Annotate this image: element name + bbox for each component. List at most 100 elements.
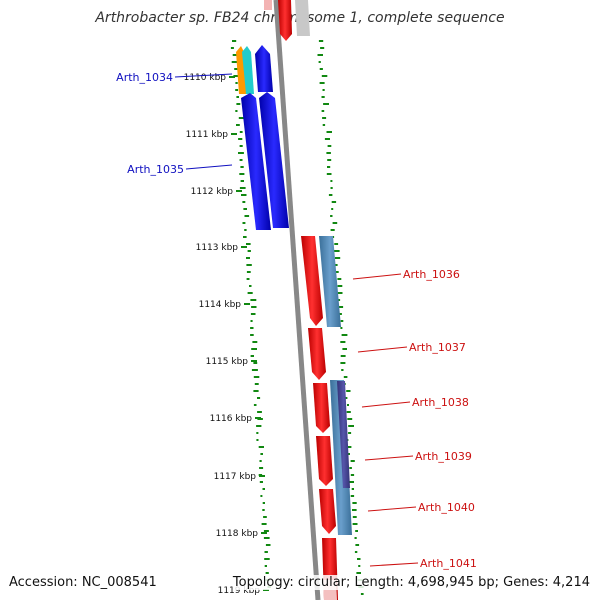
gc-dot [253,390,259,392]
gc-dot [256,425,262,427]
gc-dot [261,523,267,525]
gc-dot [357,558,361,560]
gc-dot [263,530,269,532]
gene-label-arth-1037[interactable]: Arth_1037 [409,341,466,354]
gc-dot [346,411,351,413]
gene-leader-line [174,73,233,78]
gc-dot [326,131,332,133]
gc-dot [347,446,352,448]
gc-dot [257,397,261,399]
gc-dot [246,257,250,259]
gc-dot [337,292,343,294]
gc-dot [327,166,331,168]
gc-dot [340,341,346,343]
gc-dot [250,327,254,329]
gc-dot [346,390,351,392]
gc-dot [233,75,239,77]
gc-dot [348,425,354,427]
gc-dot [250,299,257,301]
gc-dot [328,194,333,196]
gc-dot [239,145,243,147]
gc-dot [250,334,254,336]
gc-dot [355,544,360,546]
gc-dot [343,376,348,378]
gc-dot [352,502,357,504]
gc-dot [250,320,253,322]
gc-dot [320,47,325,49]
feature-arth-1036-steel [319,236,341,327]
gc-dot [321,96,325,98]
gc-dot [350,495,355,497]
gc-dot [238,152,244,154]
gene-label-arth-1036[interactable]: Arth_1036 [403,268,460,281]
gene-arrow-arth-1040[interactable] [319,489,336,534]
gc-dot [319,68,323,70]
gc-dot [360,593,364,595]
gc-dot [246,243,251,245]
gc-dot [241,194,247,196]
gc-dot [232,40,237,42]
gc-dot [238,117,245,119]
gc-dot [252,341,258,343]
gc-dot [340,320,344,322]
gc-dot [239,173,245,175]
gc-dot [322,124,326,126]
gc-dot [322,89,325,91]
feature-arth-1038-purple [337,381,350,488]
tick-label: 1115 kbp [206,357,249,367]
gc-dot [264,565,267,567]
chromosome-backbone [273,0,321,600]
gc-dot [235,89,239,91]
gc-dot [260,495,263,497]
gc-dot [355,530,358,532]
tick-label: 1118 kbp [216,529,259,539]
gc-dot [326,173,332,175]
gene-label-arth-1039[interactable]: Arth_1039 [415,450,472,463]
gc-dot [319,82,325,84]
gc-dot [349,467,352,469]
gc-dot [259,467,264,469]
tick-label: 1119 kbp [218,586,261,596]
gene-arrow-arth-1036[interactable] [301,236,323,326]
gc-dot [330,187,333,189]
gc-dot [356,572,361,574]
gc-dot [341,369,344,371]
gc-dot [256,439,259,441]
gc-dot [242,222,246,224]
gene-arrow-arth-1035-a[interactable] [241,93,271,230]
gc-dot [250,355,254,357]
gene-arrow-arth-1038[interactable] [313,383,330,433]
gene-arrow-arth-1037[interactable] [308,328,326,380]
gc-dot [340,355,346,357]
gc-dot [350,460,355,462]
gc-dot [235,110,238,112]
gene-arrow-arth-1039[interactable] [316,436,333,486]
gc-dot [326,152,331,154]
gc-dot [253,376,260,378]
gc-dot [349,481,354,483]
gc-dot [239,187,246,189]
gene-label-arth-1041[interactable]: Arth_1041 [420,557,477,570]
gc-dot [254,383,259,385]
gc-dot [358,565,361,567]
gc-dot [232,54,237,56]
gc-dot [265,572,269,574]
gene-label-arth-1040[interactable]: Arth_1040 [418,501,475,514]
gc-dot [330,180,333,182]
gene-arrow-arth-1034[interactable] [255,45,273,92]
gene-arrow-arth-1035-b[interactable] [259,92,289,228]
gc-dot [239,159,243,161]
gene-label-arth-1034[interactable]: Arth_1034 [116,71,173,84]
gc-dot [321,75,328,77]
gc-dot [259,481,263,483]
gene-label-arth-1038[interactable]: Arth_1038 [412,396,469,409]
gene-label-arth-1035[interactable]: Arth_1035 [127,163,184,176]
gc-dot [334,264,338,266]
gc-dot [332,222,338,224]
gc-dot [321,110,325,112]
tick-label: 1114 kbp [199,300,242,310]
gc-dot [239,131,243,133]
gc-dot [253,404,257,406]
gc-dot [263,516,267,518]
